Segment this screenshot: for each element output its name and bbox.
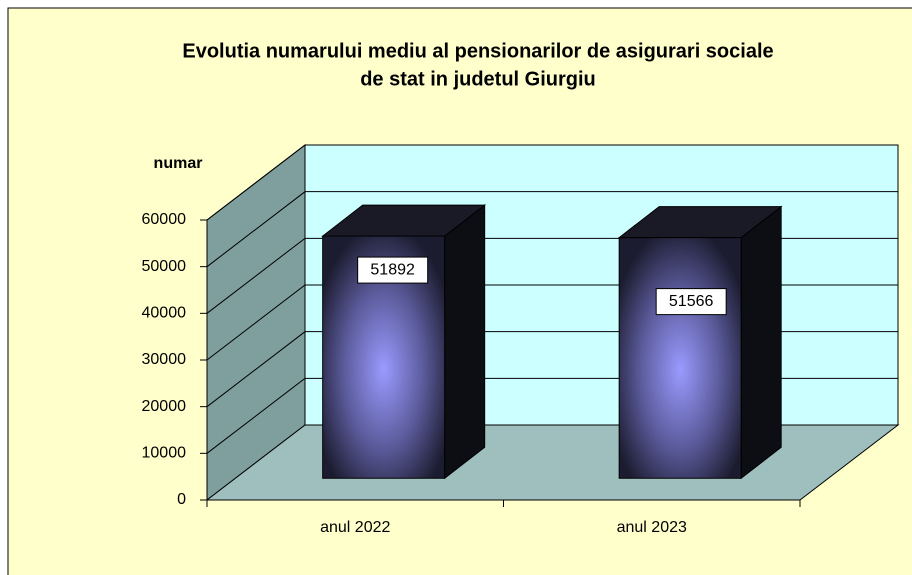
value-label-box xyxy=(655,288,727,316)
grid-line xyxy=(206,191,898,268)
bar-front xyxy=(618,237,742,479)
y-tick-label: 30000 xyxy=(142,351,187,368)
bar-side xyxy=(444,204,486,480)
y-tick-label: 60000 xyxy=(142,211,187,228)
y-tick-label: 50000 xyxy=(142,258,187,275)
y-axis-label: numar xyxy=(154,155,203,172)
y-tick-label: 40000 xyxy=(142,305,187,322)
chart-title: Evolutia numarului mediu al pensionarilo… xyxy=(182,40,773,62)
bar xyxy=(617,205,783,480)
floor xyxy=(205,424,900,501)
value-label: 51892 xyxy=(370,261,415,278)
x-tick-label: anul 2022 xyxy=(320,519,390,536)
value-label: 51566 xyxy=(669,293,714,310)
y-tick-label: 20000 xyxy=(142,398,187,415)
bar xyxy=(321,204,487,480)
chart-title: de stat in judetul Giurgiu xyxy=(360,68,596,90)
grid-line xyxy=(206,144,898,221)
y-tick-label: 10000 xyxy=(142,445,187,462)
y-tick-label: 0 xyxy=(177,491,186,508)
x-tick-label: anul 2023 xyxy=(617,519,687,536)
bar-side xyxy=(740,205,782,480)
value-label-box xyxy=(357,256,429,284)
